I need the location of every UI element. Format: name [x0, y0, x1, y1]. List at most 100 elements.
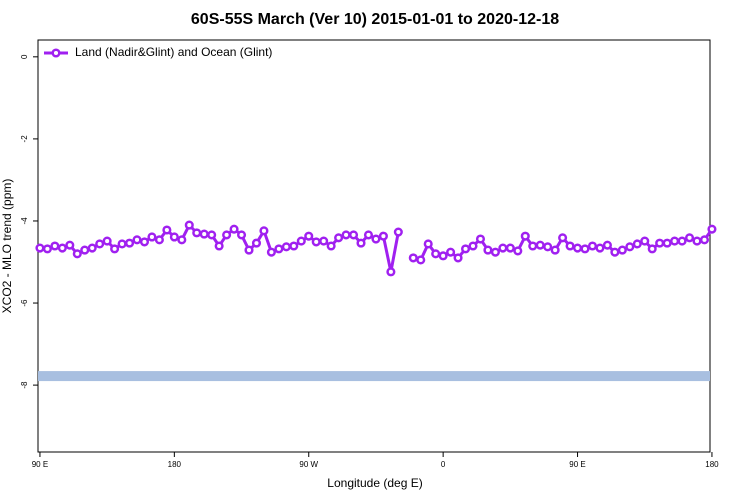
x-tick-label: 180: [705, 460, 719, 469]
point: [453, 253, 463, 263]
point: [72, 249, 82, 259]
point: [162, 225, 172, 235]
point: [483, 245, 493, 255]
point: [692, 236, 702, 246]
point: [587, 241, 598, 251]
point: [169, 232, 179, 242]
point: [684, 233, 695, 243]
point: [655, 238, 665, 248]
point: [341, 230, 351, 240]
point: [617, 245, 627, 255]
point: [662, 238, 672, 248]
point: [259, 226, 269, 236]
point: [378, 231, 388, 241]
point: [535, 240, 545, 250]
point: [446, 247, 456, 257]
y-tick-label: -6: [20, 299, 29, 307]
point: [87, 243, 97, 253]
point: [65, 240, 75, 250]
point: [110, 244, 120, 254]
point: [147, 232, 157, 242]
point: [199, 229, 209, 239]
point: [505, 243, 515, 253]
point: [513, 246, 523, 256]
point: [236, 230, 247, 240]
point: [632, 239, 642, 249]
legend-marker: [51, 48, 61, 58]
point: [431, 249, 441, 259]
series-line: [39, 222, 714, 273]
point: [528, 241, 538, 251]
point: [304, 231, 314, 241]
point: [117, 239, 127, 249]
point: [296, 236, 306, 246]
point: [154, 235, 164, 245]
point: [348, 230, 359, 240]
point: [229, 224, 239, 234]
point: [326, 241, 336, 251]
point: [386, 267, 396, 277]
x-tick-label: 90 E: [32, 460, 48, 469]
point: [610, 247, 620, 257]
point: [572, 243, 583, 253]
x-tick-label: 90 W: [299, 460, 318, 469]
point: [543, 242, 553, 252]
point: [319, 236, 329, 246]
point: [35, 243, 45, 253]
reference-band: [38, 371, 710, 382]
y-axis-label: XCO2 - MLO trend (ppm): [0, 179, 14, 314]
point: [602, 240, 612, 250]
point: [363, 230, 374, 240]
point: [214, 241, 224, 251]
x-tick-label: 0: [441, 460, 446, 469]
point: [408, 253, 418, 263]
y-tick-label: 0: [20, 54, 29, 59]
point: [550, 245, 560, 255]
point: [95, 239, 105, 249]
y-tick-label: -4: [20, 217, 29, 225]
y-tick-label: -8: [20, 381, 29, 389]
point: [475, 234, 486, 244]
point: [490, 247, 500, 257]
point: [102, 236, 112, 246]
point: [244, 245, 254, 255]
point: [438, 251, 448, 261]
point: [192, 228, 202, 238]
point: [139, 237, 150, 247]
point: [266, 247, 276, 257]
point: [416, 255, 426, 265]
point: [625, 242, 635, 252]
point: [498, 243, 508, 253]
y-tick-label: -2: [20, 135, 29, 143]
point: [356, 238, 366, 248]
point: [57, 243, 67, 253]
point: [207, 230, 217, 240]
point: [640, 236, 650, 246]
point: [520, 231, 530, 241]
point: [460, 244, 471, 254]
point: [50, 241, 60, 251]
x-axis-label: Longitude (deg E): [327, 476, 422, 490]
point: [565, 241, 575, 251]
point: [677, 236, 687, 246]
point: [647, 244, 657, 254]
point: [289, 241, 299, 251]
legend-label: Land (Nadir&Glint) and Ocean (Glint): [75, 45, 272, 59]
point: [393, 227, 403, 237]
point: [281, 242, 291, 252]
point: [334, 233, 344, 243]
chart-title: 60S-55S March (Ver 10) 2015-01-01 to 202…: [191, 11, 559, 28]
point: [707, 224, 717, 234]
point: [699, 235, 710, 245]
point: [468, 241, 478, 251]
x-tick-label: 90 E: [569, 460, 585, 469]
x-tick-label: 180: [168, 460, 182, 469]
point: [251, 238, 262, 248]
point: [580, 244, 590, 254]
point: [42, 244, 52, 254]
point: [558, 233, 568, 243]
point: [184, 220, 194, 230]
point: [222, 230, 232, 240]
point: [177, 235, 187, 245]
